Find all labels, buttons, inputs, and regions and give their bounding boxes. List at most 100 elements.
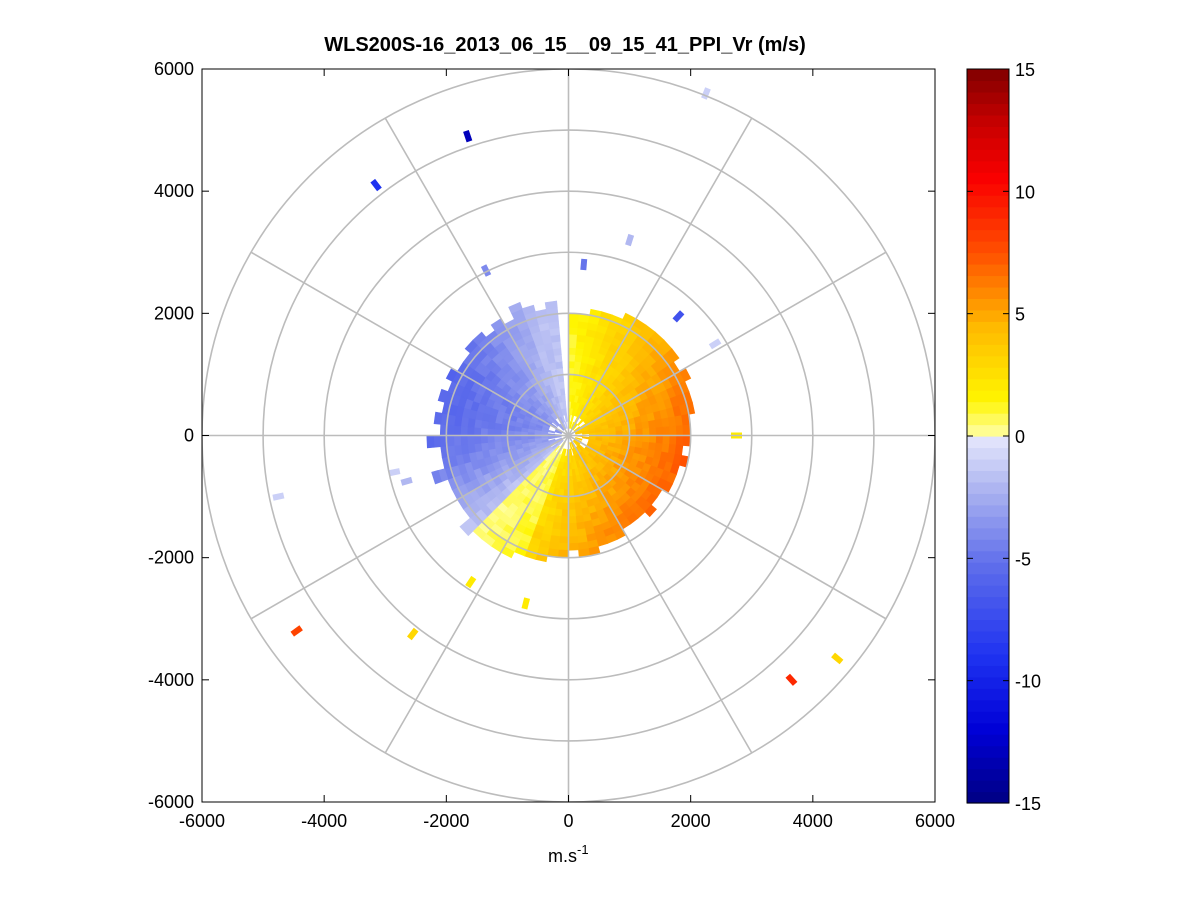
velocity-cell — [500, 435, 508, 442]
colorbar: -15 -10 -5 0 5 10 15 — [966, 60, 1041, 814]
velocity-cell — [568, 320, 579, 329]
velocity-cell — [493, 428, 502, 436]
velocity-cell — [641, 421, 650, 430]
colorbar-band — [967, 504, 1009, 517]
isolated-returns — [272, 87, 844, 686]
colorbar-band — [967, 458, 1009, 472]
velocity-cell — [666, 348, 680, 363]
velocity-cell — [568, 529, 578, 538]
velocity-cell — [669, 435, 677, 446]
velocity-cell — [568, 333, 578, 342]
azimuth-spoke — [567, 117, 753, 436]
isolated-return — [463, 130, 473, 143]
velocity-cell — [634, 422, 644, 430]
colorbar-band — [967, 722, 1009, 735]
colorbar-band — [967, 711, 1009, 724]
velocity-cell — [649, 427, 657, 436]
colorbar-band — [967, 734, 1009, 747]
colorbar-band — [967, 688, 1009, 701]
colorbar-tick-label: 15 — [1015, 60, 1035, 80]
colorbar-band — [967, 642, 1009, 655]
colorbar-band — [967, 355, 1009, 368]
colorbar-band — [967, 69, 1009, 82]
colorbar-band — [967, 630, 1009, 644]
velocity-cell — [558, 542, 569, 551]
velocity-cell — [557, 549, 569, 558]
velocity-cell — [480, 427, 488, 436]
x-tick-label: -6000 — [179, 811, 225, 831]
velocity-cell — [635, 435, 644, 443]
isolated-return — [407, 627, 419, 641]
colorbar-band — [967, 195, 1009, 208]
colorbar-band — [967, 436, 1009, 449]
velocity-cell — [574, 501, 582, 511]
colorbar-tick-label: -10 — [1015, 672, 1041, 692]
colorbar-band — [967, 137, 1009, 150]
velocity-cell — [453, 435, 462, 446]
velocity-cell — [508, 301, 523, 314]
colorbar-band — [967, 332, 1009, 345]
velocity-cell — [480, 435, 488, 444]
x-tick-label: -4000 — [301, 811, 347, 831]
colorbar-band — [967, 321, 1009, 334]
colorbar-band — [967, 493, 1009, 506]
colorbar-band — [967, 539, 1009, 552]
colorbar-band — [967, 653, 1009, 666]
colorbar-band — [967, 172, 1009, 185]
velocity-cell — [575, 437, 583, 441]
colorbar-band — [967, 206, 1009, 219]
y-tick-label: -6000 — [148, 792, 194, 812]
colorbar-band — [967, 218, 1009, 231]
velocity-cell — [635, 428, 644, 436]
velocity-cell — [460, 435, 468, 446]
velocity-cell — [544, 300, 558, 310]
velocity-cell — [675, 435, 684, 446]
colorbar-band — [967, 344, 1009, 357]
velocity-cell — [682, 435, 691, 447]
velocity-cell — [446, 435, 455, 447]
colorbar-band — [967, 160, 1009, 173]
velocity-cell — [629, 429, 637, 436]
velocity-cell — [568, 353, 576, 362]
velocity-cell — [568, 360, 576, 369]
velocity-cell — [615, 425, 624, 432]
colorbar-band — [967, 424, 1009, 437]
isolated-return — [785, 673, 798, 686]
velocity-cell — [574, 508, 583, 517]
isolated-return — [480, 264, 492, 277]
colorbar-band — [967, 80, 1009, 93]
colorbar-tick-label: -5 — [1015, 549, 1031, 569]
velocity-cell — [568, 347, 577, 355]
x-tick-label: -2000 — [423, 811, 469, 831]
velocity-cell — [674, 444, 684, 456]
colorbar-band — [967, 573, 1009, 586]
isolated-return — [388, 468, 401, 477]
azimuth-spoke — [384, 117, 570, 436]
azimuth-spoke — [568, 434, 887, 620]
velocity-cell — [459, 521, 474, 537]
y-tick-label: -2000 — [148, 548, 194, 568]
velocity-cell — [472, 331, 487, 346]
velocity-cell — [437, 388, 449, 403]
colorbar-band — [967, 401, 1009, 414]
colorbar-band — [967, 470, 1009, 483]
velocity-cell — [426, 435, 435, 449]
colorbar-tick-label: 0 — [1015, 427, 1025, 447]
colorbar-band — [967, 298, 1009, 311]
velocity-cell — [655, 435, 664, 445]
velocity-cell — [568, 509, 576, 518]
colorbar-band — [967, 550, 1009, 563]
azimuth-spoke — [567, 435, 753, 754]
velocity-cell — [558, 536, 569, 544]
velocity-cell — [558, 380, 565, 389]
velocity-cell — [487, 441, 496, 450]
velocity-cell — [513, 439, 522, 446]
colorbar-band — [967, 791, 1009, 804]
velocity-cell — [655, 426, 664, 436]
colorbar-tick-label: 5 — [1015, 305, 1025, 325]
velocity-cell — [629, 435, 637, 442]
velocity-cell — [568, 542, 579, 551]
velocity-cell — [568, 367, 575, 375]
colorbar-band — [967, 229, 1009, 242]
